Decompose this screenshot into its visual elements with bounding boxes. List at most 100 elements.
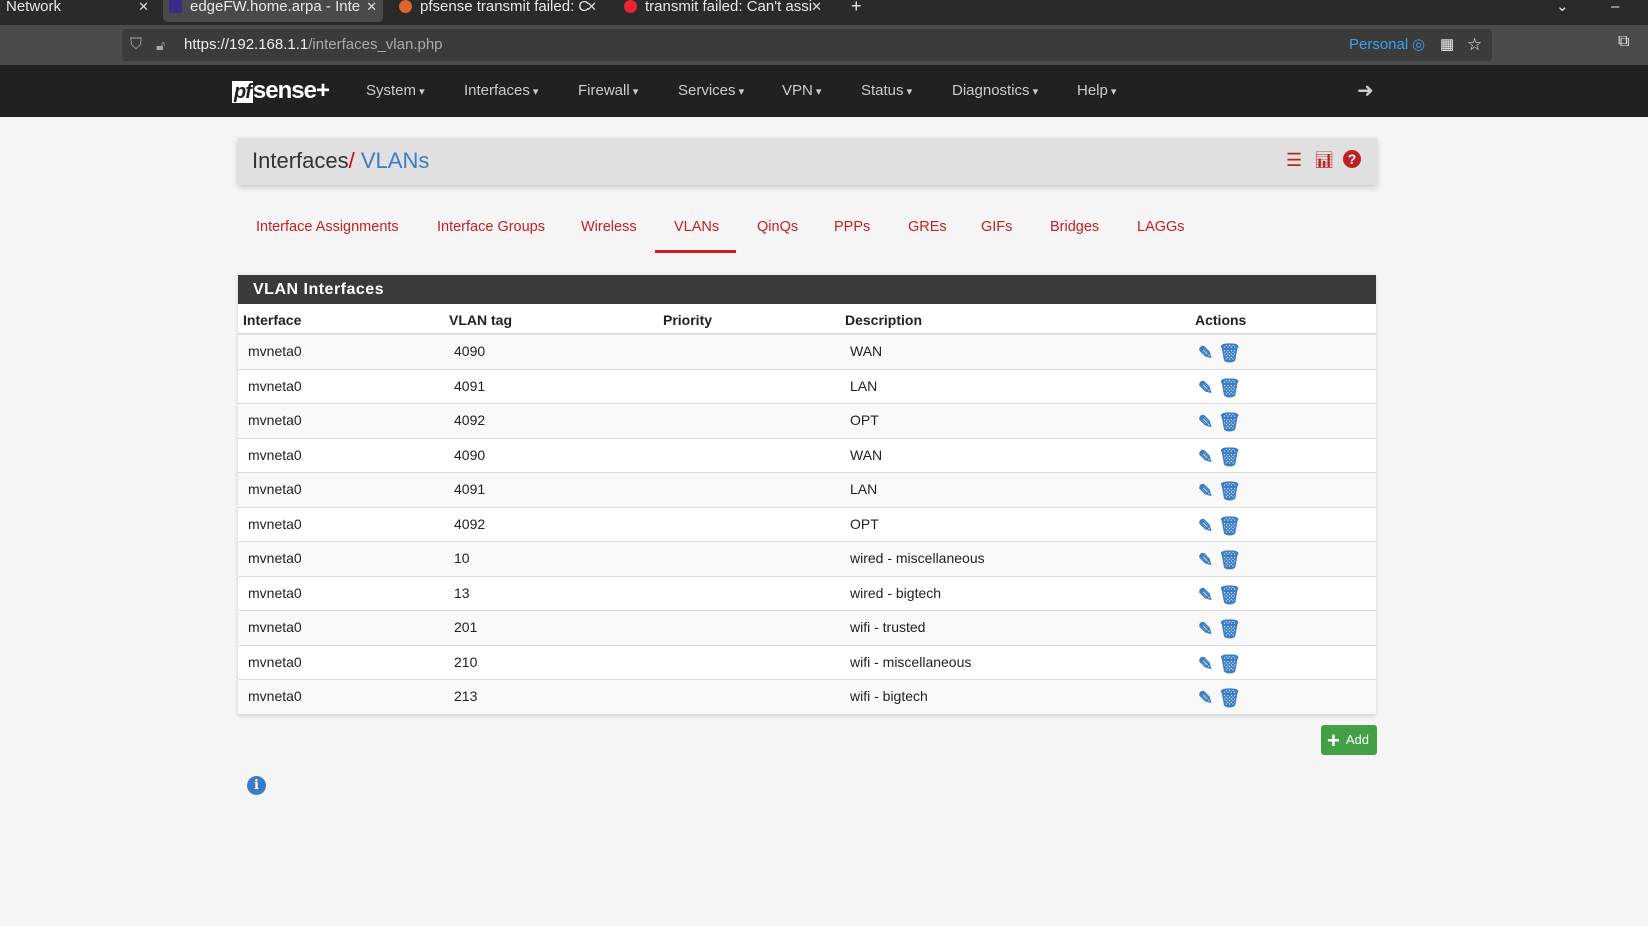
cell-interface: mvneta0 (248, 688, 302, 704)
close-tab-icon[interactable]: ✕ (366, 0, 377, 14)
cell-vlan-tag: 213 (454, 688, 478, 704)
cell-interface: mvneta0 (248, 584, 302, 601)
tab-wireless[interactable]: Wireless (581, 219, 637, 235)
menu-status[interactable]: Status (861, 82, 912, 99)
info-icon[interactable]: i (247, 776, 266, 795)
edit-pencil-icon[interactable]: ✎ (1198, 653, 1214, 674)
cell-vlan-tag: 4092 (454, 515, 486, 532)
qr-code-icon[interactable]: ▦ (1440, 36, 1455, 53)
profile-label[interactable]: Personal (1349, 36, 1409, 53)
plus-icon: + (1327, 727, 1340, 753)
actions: ✎ 🗑︎ (1198, 550, 1241, 571)
tab-interface-groups[interactable]: Interface Groups (437, 219, 545, 235)
cell-interface: mvneta0 (248, 343, 302, 359)
tab-laggs[interactable]: LAGGs (1137, 219, 1185, 235)
tab-ppps[interactable]: PPPs (834, 219, 871, 235)
cell-vlan-tag: 4090 (454, 446, 486, 463)
actions: ✎ 🗑︎ (1198, 516, 1241, 537)
lock-warning-icon[interactable]: 🔓︎ (156, 37, 166, 53)
table-row: mvneta0 13 wired - bigtech ✎ 🗑︎ (238, 577, 1376, 611)
edit-pencil-icon[interactable]: ✎ (1198, 584, 1214, 605)
cell-description: OPT (850, 412, 879, 428)
address-bar[interactable]: ⛉ 🔓︎ https://192.168.1.1/interfaces_vlan… (122, 29, 1492, 61)
settings-sliders-icon[interactable]: ☰ (1286, 150, 1303, 170)
browser-tab-bar: Network ✕ edgeFW.home.arpa - Inte ✕ pfsens… (0, 0, 1648, 25)
edit-pencil-icon[interactable]: ✎ (1198, 446, 1214, 467)
browser-tab[interactable]: pfsense transmit failed: C ✕ (393, 0, 603, 22)
menu-firewall[interactable]: Firewall (578, 82, 638, 99)
tab-interface-assignments[interactable]: Interface Assignments (256, 219, 399, 235)
edit-pencil-icon[interactable]: ✎ (1198, 481, 1214, 501)
duckduckgo-favicon-icon (399, 0, 412, 13)
minimize-icon[interactable]: – (1611, 0, 1620, 15)
col-actions: Actions (1195, 312, 1247, 328)
menu-system[interactable]: System (366, 82, 425, 99)
breadcrumb-panel: Interfaces/ VLANs ☰ 📊︎ ? (238, 138, 1377, 185)
delete-trash-icon[interactable]: 🗑︎ (1218, 446, 1241, 467)
brave-favicon-icon (624, 0, 637, 13)
delete-trash-icon[interactable]: 🗑︎ (1218, 481, 1241, 501)
delete-trash-icon[interactable]: 🗑︎ (1218, 343, 1241, 363)
shield-icon[interactable]: ⛉ (130, 36, 143, 53)
delete-trash-icon[interactable]: 🗑︎ (1218, 619, 1241, 639)
bar-chart-icon[interactable]: 📊︎ (1314, 152, 1335, 169)
menu-interfaces[interactable]: Interfaces (464, 82, 538, 99)
browser-tab[interactable]: Network ✕ (6, 0, 149, 15)
browser-tab-active[interactable]: edgeFW.home.arpa - Inte ✕ (163, 0, 383, 22)
cell-interface: mvneta0 (248, 377, 302, 394)
tab-vlans[interactable]: VLANs (674, 219, 720, 235)
edit-pencil-icon[interactable]: ✎ (1198, 412, 1214, 432)
delete-trash-icon[interactable]: 🗑︎ (1218, 550, 1241, 570)
cell-interface: mvneta0 (248, 653, 302, 670)
edit-pencil-icon[interactable]: ✎ (1198, 515, 1214, 536)
menu-help[interactable]: Help (1077, 82, 1116, 99)
menu-diagnostics[interactable]: Diagnostics (952, 82, 1038, 99)
cell-vlan-tag: 201 (454, 619, 478, 635)
menu-vpn[interactable]: VPN (782, 82, 821, 99)
cell-vlan-tag: 210 (454, 653, 478, 670)
table-row: mvneta0 213 wifi - bigtech ✎ 🗑︎ (238, 680, 1376, 715)
table-row: mvneta0 4092 OPT ✎ 🗑︎ (238, 508, 1376, 542)
tab-qinqs[interactable]: QinQs (757, 219, 799, 235)
table-row: mvneta0 4090 WAN ✎ 🗑︎ (238, 335, 1376, 370)
col-vlan-tag: VLAN tag (449, 312, 512, 328)
close-tab-icon[interactable]: ✕ (586, 0, 597, 14)
close-tab-icon[interactable]: ✕ (811, 0, 822, 14)
close-tab-icon[interactable]: ✕ (138, 0, 149, 14)
delete-trash-icon[interactable]: 🗑︎ (1218, 584, 1241, 605)
table-row: mvneta0 4091 LAN ✎ 🗑︎ (238, 370, 1376, 404)
delete-trash-icon[interactable]: 🗑︎ (1218, 515, 1241, 536)
add-button[interactable]: + Add (1321, 725, 1377, 755)
cell-vlan-tag: 4092 (454, 412, 486, 428)
cell-interface: mvneta0 (248, 550, 302, 566)
bookmark-star-icon[interactable]: ☆ (1467, 35, 1483, 54)
pfsense-logo[interactable]: pfsense+ (232, 77, 330, 104)
new-tab-button[interactable]: + (851, 0, 862, 16)
edit-pencil-icon[interactable]: ✎ (1198, 343, 1214, 363)
edit-pencil-icon[interactable]: ✎ (1198, 688, 1214, 708)
delete-trash-icon[interactable]: 🗑︎ (1218, 377, 1241, 398)
tab-bridges[interactable]: Bridges (1050, 219, 1100, 235)
menu-services[interactable]: Services (678, 82, 744, 99)
delete-trash-icon[interactable]: 🗑︎ (1218, 688, 1241, 708)
table-row: mvneta0 4092 OPT ✎ 🗑︎ (238, 404, 1376, 439)
table-row: mvneta0 10 wired - miscellaneous ✎ 🗑︎ (238, 542, 1376, 577)
delete-trash-icon[interactable]: 🗑︎ (1218, 653, 1241, 674)
cell-vlan-tag: 4090 (454, 343, 486, 359)
col-interface: Interface (243, 312, 302, 328)
edit-pencil-icon[interactable]: ✎ (1198, 377, 1214, 398)
cell-description: wifi - bigtech (850, 688, 928, 704)
actions: ✎ 🗑︎ (1198, 343, 1241, 364)
delete-trash-icon[interactable]: 🗑︎ (1218, 412, 1241, 432)
tab-gifs[interactable]: GIFs (981, 219, 1013, 235)
extensions-icon[interactable]: ⧉ (1618, 33, 1630, 50)
actions: ✎ 🗑︎ (1198, 585, 1241, 606)
edit-pencil-icon[interactable]: ✎ (1198, 550, 1214, 570)
logout-icon[interactable]: ➜ (1357, 80, 1374, 102)
tab-list-chevron-icon[interactable]: ⌄ (1556, 0, 1569, 15)
cell-interface: mvneta0 (248, 412, 302, 428)
tab-gres[interactable]: GREs (908, 219, 947, 235)
edit-pencil-icon[interactable]: ✎ (1198, 619, 1214, 639)
help-icon[interactable]: ? (1343, 150, 1361, 168)
browser-tab[interactable]: transmit failed: Can't assi ✕ (618, 0, 828, 22)
